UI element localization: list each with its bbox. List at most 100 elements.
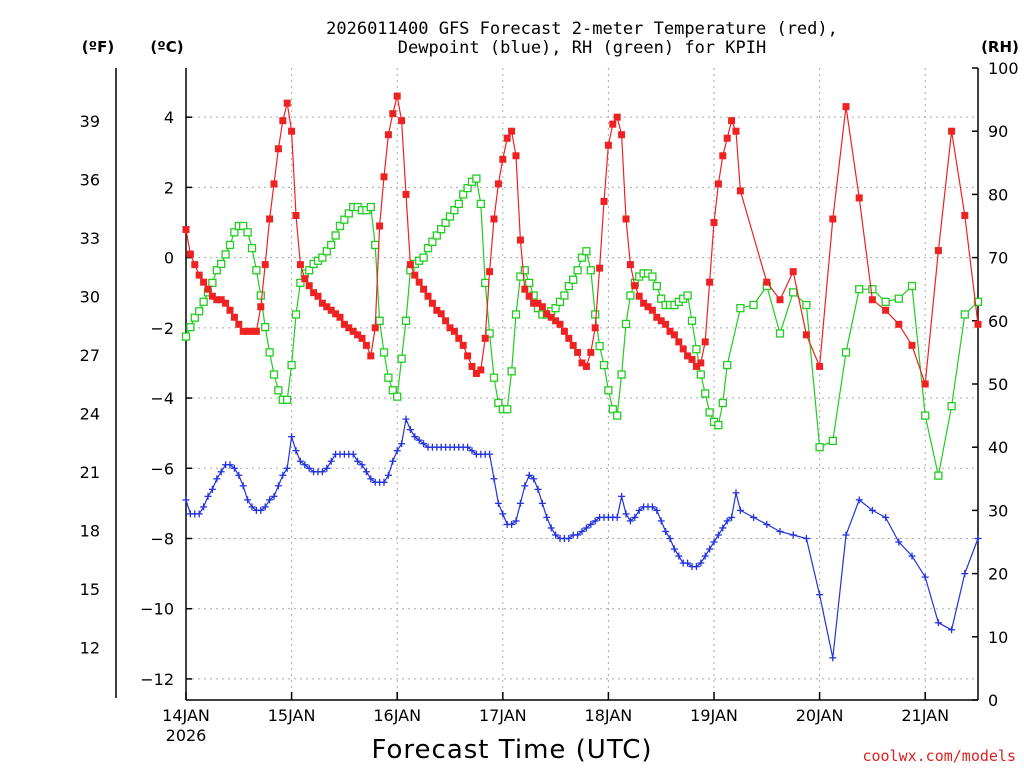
dewpoint-point — [204, 492, 212, 500]
temperature-point — [908, 341, 916, 349]
temperature-point — [499, 155, 507, 163]
dewpoint-point — [578, 527, 586, 535]
temperature-point — [653, 313, 661, 321]
dewpoint-point — [670, 545, 678, 553]
fahrenheit-tick-labels: 39 36 33 30 27 24 21 18 15 12 — [80, 112, 100, 658]
dewpoint-point — [235, 471, 243, 479]
temperature-point — [613, 113, 621, 121]
rh-point — [327, 240, 336, 250]
temperature-point — [323, 303, 331, 311]
dewpoint-point — [274, 482, 282, 490]
temperature-point — [393, 92, 401, 100]
dewpoint-point — [367, 475, 375, 483]
temperature-point — [191, 261, 199, 269]
temperature-point — [816, 362, 824, 370]
celsius-tick-label: 0 — [164, 249, 174, 268]
dewpoint-point — [534, 485, 542, 493]
rh-point — [973, 297, 983, 306]
dewpoint-point — [657, 517, 665, 525]
dewpoint-point — [921, 573, 929, 581]
rh-point — [432, 231, 441, 240]
rh-point — [212, 266, 221, 275]
temperature-point — [336, 313, 344, 321]
rh-point — [881, 297, 890, 306]
rh-point — [551, 304, 560, 313]
temperature-point — [802, 331, 810, 339]
temperature-point — [349, 327, 357, 335]
rh-point — [489, 373, 499, 382]
rh-tick-label: 90 — [988, 122, 1008, 141]
rh-point — [322, 247, 331, 256]
fahrenheit-tick-label: 36 — [80, 171, 100, 190]
dewpoint-point — [763, 520, 771, 528]
rh-tick-label: 20 — [988, 565, 1008, 584]
gridlines — [186, 68, 978, 700]
rh-point — [687, 316, 697, 325]
temperature-point — [428, 299, 436, 307]
rh-point — [371, 240, 380, 250]
celsius-tick-label: −12 — [140, 670, 174, 689]
temperature-point — [644, 303, 652, 311]
rh-point — [305, 266, 314, 275]
temperature-point — [706, 278, 714, 286]
rh-point — [960, 310, 969, 319]
dewpoint-point — [750, 513, 758, 521]
temperature-point — [688, 355, 696, 363]
chart-title-line2: Dewpoint (blue), RH (green) for KPIH — [398, 38, 766, 58]
rh-point — [450, 206, 459, 215]
rh-point — [573, 266, 582, 275]
fahrenheit-tick-label: 39 — [80, 112, 100, 131]
dewpoint-point — [486, 450, 494, 458]
temperature-point — [244, 327, 252, 335]
dewpoint-point — [710, 538, 718, 546]
temperature-point — [340, 320, 348, 328]
rh-point — [921, 411, 930, 420]
rh-point — [775, 329, 785, 338]
temperature-point — [679, 345, 687, 353]
temperature-point — [486, 268, 494, 276]
temperature-point — [420, 285, 428, 293]
rh-point — [472, 174, 481, 183]
rh-point — [375, 316, 384, 325]
temperature-point — [314, 292, 322, 300]
rh-tick-label: 0 — [988, 691, 998, 710]
temperature-point — [376, 222, 384, 230]
temperature-point — [582, 362, 590, 370]
rh-point — [388, 386, 397, 395]
credit-link[interactable]: coolwx.com/models — [862, 747, 1016, 765]
rh-series — [181, 174, 983, 480]
temperature-point — [402, 190, 410, 198]
temperature-point — [459, 341, 467, 349]
temperature-point — [442, 317, 450, 325]
temperature-point — [274, 145, 282, 153]
temperature-line — [185, 95, 979, 385]
dewpoint-point — [631, 513, 639, 521]
dewpoint-point — [732, 489, 740, 497]
temperature-point — [200, 278, 208, 286]
dewpoint-point — [402, 415, 410, 423]
celsius-tick-label: −6 — [150, 459, 174, 478]
temperature-point — [842, 103, 850, 111]
time-tick-label: 14JAN — [162, 706, 210, 725]
dewpoint-point — [719, 524, 727, 532]
rh-point — [701, 389, 710, 398]
rh-point — [613, 411, 622, 420]
temperature-point — [948, 127, 956, 135]
temperature-point — [609, 120, 617, 128]
rh-point — [503, 405, 512, 414]
rh-point — [907, 281, 917, 291]
rh-point — [393, 392, 402, 401]
temperature-point — [600, 197, 608, 205]
rh-point — [230, 228, 239, 237]
dewpoint-point — [816, 591, 824, 599]
temperature-point — [934, 247, 942, 255]
temperature-point — [710, 218, 718, 226]
temperature-point — [296, 261, 304, 269]
rh-point — [221, 250, 230, 259]
dewpoint-point — [842, 531, 850, 539]
temperature-point — [732, 127, 740, 135]
rh-point — [454, 199, 463, 209]
fahrenheit-tick-label: 15 — [80, 580, 100, 599]
temperature-point — [257, 303, 265, 311]
temperature-point — [455, 334, 463, 342]
